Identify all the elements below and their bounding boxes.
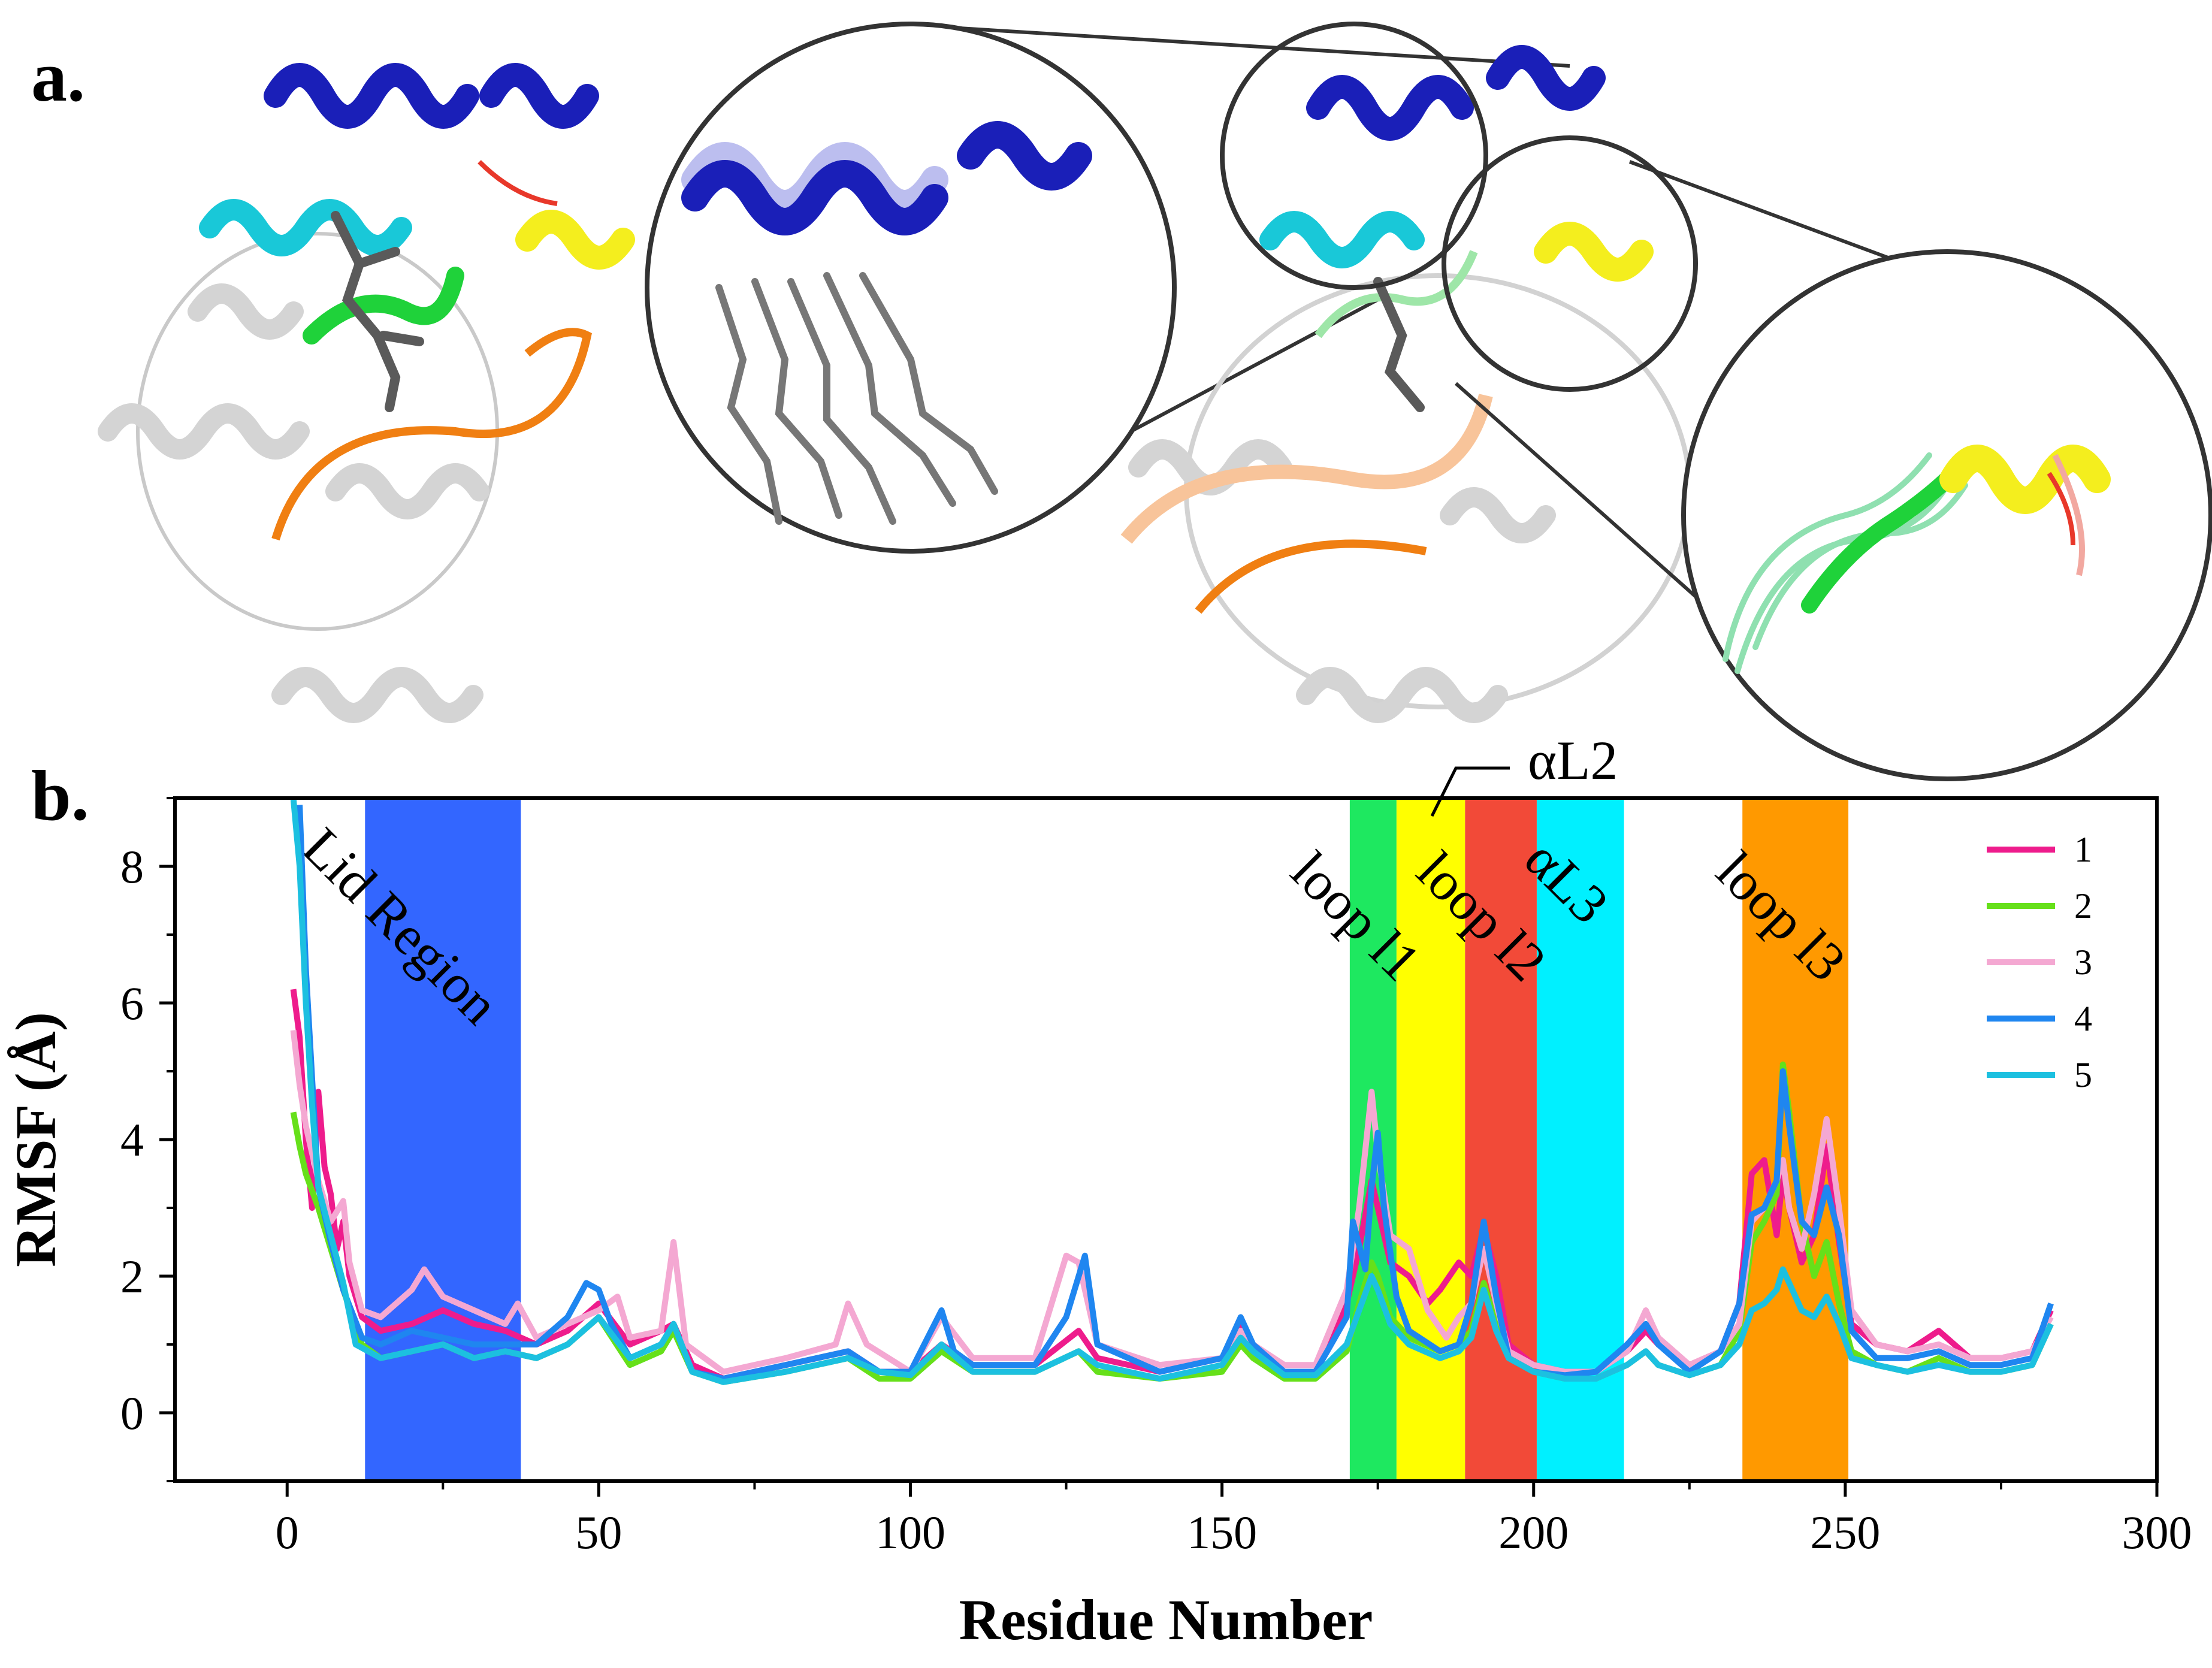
loop-l3-left [271, 328, 592, 541]
x-tick-label-2: 100 [875, 1506, 945, 1558]
region-band-2 [1396, 798, 1465, 1481]
region-band-1 [1349, 798, 1397, 1481]
series-line-4 [297, 805, 2054, 1382]
y-tick-label-2: 4 [120, 1114, 144, 1166]
x-tick-label-6: 300 [2122, 1506, 2192, 1558]
alpha-l2-helix-left [515, 210, 635, 270]
series-line-5 [290, 797, 2054, 1385]
x-tick-label-5: 250 [1810, 1506, 1880, 1558]
rmsf-series [290, 797, 2054, 1385]
legend-label-1: 1 [2074, 830, 2092, 869]
y-tick-label-3: 6 [120, 977, 144, 1029]
x-tick-label-4: 200 [1498, 1506, 1569, 1558]
protein-structure-left [98, 63, 635, 723]
legend-label-3: 3 [2074, 942, 2092, 982]
alpha-l2-leader-line [1430, 766, 1510, 817]
x-axis-title: Residue Number [959, 1588, 1373, 1652]
zoom-inset-loops [1455, 160, 2212, 781]
x-tick-label-3: 150 [1187, 1506, 1257, 1558]
series-line-3 [290, 1030, 2054, 1375]
legend: 1 2 3 4 5 [1987, 830, 2092, 1095]
zoom-inset-lid [645, 22, 1570, 554]
alpha-l3-helix-left [199, 199, 412, 256]
y-tick-label-1: 2 [120, 1250, 144, 1303]
ligand-left [331, 211, 424, 412]
protein-structure-right [1120, 22, 1698, 723]
y-tick-label-0: 0 [120, 1387, 144, 1439]
panel-a: a. [31, 22, 2212, 781]
y-tick-label-4: 8 [120, 841, 144, 893]
x-tick-label-0: 0 [276, 1506, 299, 1558]
loop-l1-left [303, 267, 464, 345]
panel-b-label: b. [31, 756, 89, 835]
loop-l2-left [478, 160, 558, 206]
legend-label-5: 5 [2074, 1055, 2092, 1095]
axis-ticks: 0 50 100 150 200 250 300 0 2 4 6 8 [120, 797, 2192, 1558]
lid-helix-left [264, 63, 599, 129]
panel-a-label: a. [31, 37, 85, 116]
region-label-2: αL2 [1528, 730, 1618, 791]
highlight-regions [365, 798, 1849, 1481]
legend-label-2: 2 [2074, 886, 2092, 926]
region-band-0 [365, 798, 521, 1481]
x-tick-label-1: 50 [575, 1506, 622, 1558]
y-axis-title: RMSF (Å) [4, 1012, 68, 1267]
legend-label-4: 4 [2074, 999, 2092, 1038]
